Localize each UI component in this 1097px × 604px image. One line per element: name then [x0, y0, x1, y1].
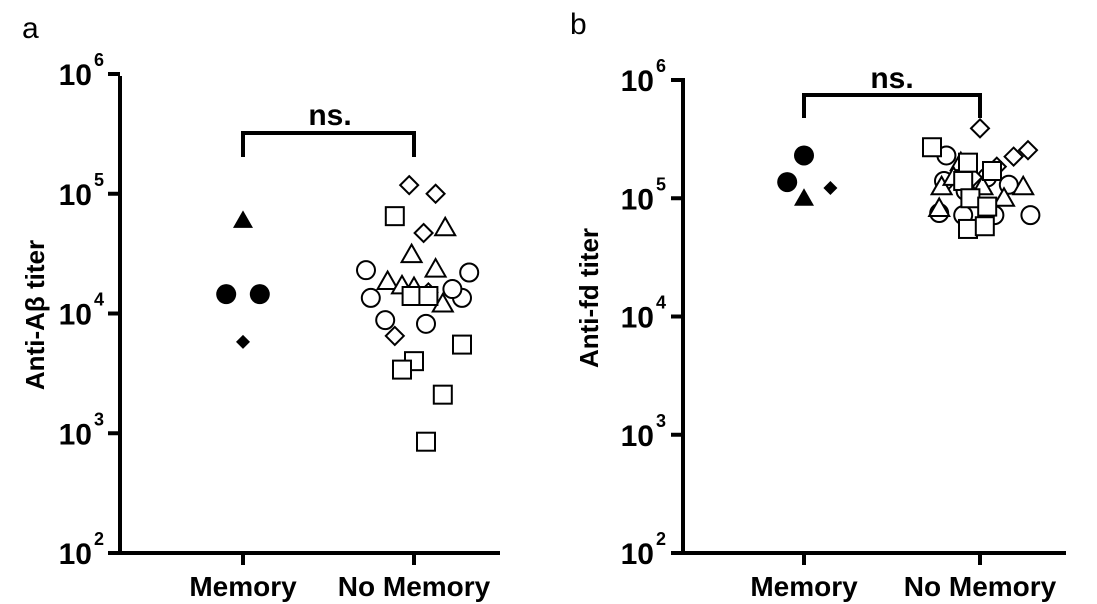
y-tick-base: 10 — [621, 65, 654, 98]
data-points — [777, 117, 1041, 239]
data-point-triangle — [399, 242, 424, 264]
y-tick-exponent: 3 — [656, 411, 666, 431]
data-point-square — [977, 196, 998, 217]
data-point-square — [401, 286, 422, 307]
data-point-square — [922, 137, 942, 158]
significance-label: ns. — [308, 99, 351, 132]
y-tick-label: 10 — [59, 59, 92, 92]
significance-label: ns. — [870, 62, 913, 95]
y-tick-exponent: 5 — [656, 174, 666, 194]
data-point-square — [974, 216, 995, 237]
data-point-diamond — [236, 334, 250, 349]
data-point-circle — [356, 260, 376, 281]
data-point-diamond — [823, 181, 838, 196]
y-tick-base: 10 — [59, 418, 92, 451]
data-point-diamond — [398, 174, 420, 196]
data-point-triangle — [992, 186, 1016, 207]
data-point-circle — [794, 145, 814, 166]
data-point-diamond — [1017, 139, 1039, 161]
bracket-line — [802, 93, 982, 118]
x-tick-label: No Memory — [904, 571, 1057, 602]
y-tick-exponent: 5 — [94, 170, 104, 190]
x-tick-labels: Memory No Memory — [189, 553, 491, 602]
data-point-circle — [216, 284, 237, 305]
data-point-square — [953, 170, 974, 191]
y-tick-label: 10 — [621, 420, 654, 453]
y-tick-base: 10 — [59, 179, 92, 212]
data-point-triangle — [927, 196, 951, 217]
y-tick-base: 10 — [59, 59, 92, 92]
data-point-diamond — [969, 117, 991, 139]
significance-bracket: ns. — [241, 99, 416, 157]
data-point-triangle — [233, 210, 253, 228]
y-tick-label: 10 — [621, 302, 654, 335]
data-point-square — [432, 384, 453, 405]
y-tick-base: 10 — [621, 420, 654, 453]
data-points — [216, 174, 480, 452]
data-point-triangle — [794, 188, 814, 206]
data-point-diamond — [425, 183, 447, 205]
data-point-circle — [1020, 205, 1041, 226]
data-point-square — [418, 286, 439, 307]
y-tick-base: 10 — [621, 302, 654, 335]
data-point-square — [960, 188, 981, 209]
y-tick-exponent: 6 — [656, 56, 666, 76]
data-point-circle — [249, 284, 270, 305]
y-tick-label: 10 — [621, 183, 654, 216]
data-point-square — [958, 152, 978, 173]
data-point-triangle — [375, 269, 400, 291]
data-point-diamond — [1003, 146, 1025, 168]
y-tick-base: 10 — [59, 299, 92, 332]
data-point-square — [384, 206, 405, 227]
y-tick-label: 10 — [59, 538, 92, 571]
y-tick-exponent: 4 — [94, 290, 104, 310]
y-tick-exponent: 2 — [656, 529, 666, 549]
data-point-square — [958, 218, 978, 239]
y-axis-label: Anti-fd titer — [574, 228, 604, 368]
y-tick-label: 10 — [59, 299, 92, 332]
y-tick-exponent: 2 — [94, 529, 104, 549]
y-tick-base: 10 — [621, 183, 654, 216]
data-point-triangle — [1011, 174, 1035, 196]
y-tick-label: 10 — [621, 65, 654, 98]
y-tick-label: 10 — [59, 179, 92, 212]
data-point-circle — [459, 262, 480, 283]
data-point-triangle — [423, 257, 448, 278]
bracket-line — [241, 131, 416, 157]
y-tick-exponent: 3 — [94, 409, 104, 429]
data-point-square — [416, 431, 436, 452]
data-point-square — [982, 160, 1002, 181]
data-point-circle — [442, 279, 463, 300]
x-tick-label: Memory — [750, 571, 858, 602]
significance-bracket: ns. — [802, 62, 982, 118]
x-tick-label: Memory — [189, 571, 297, 602]
data-point-circle — [777, 172, 798, 193]
data-point-diamond — [413, 222, 435, 244]
data-point-square — [452, 334, 472, 355]
panel-letter: b — [570, 8, 587, 41]
data-point-triangle — [433, 215, 457, 237]
data-point-circle — [360, 287, 381, 308]
data-point-circle — [375, 310, 396, 331]
y-tick-exponent: 4 — [656, 293, 666, 313]
y-tick-exponent: 6 — [94, 50, 104, 70]
data-point-circle — [416, 313, 436, 334]
panel-letter: a — [22, 12, 39, 45]
y-tick-base: 10 — [621, 538, 654, 571]
data-point-diamond — [384, 325, 406, 347]
y-tick-base: 10 — [59, 538, 92, 571]
x-tick-labels: Memory No Memory — [750, 553, 1057, 602]
y-tick-label: 10 — [59, 418, 92, 451]
x-tick-label: No Memory — [338, 571, 491, 602]
y-tick-label: 10 — [621, 538, 654, 571]
y-axis-label: Anti-Aβ titer — [20, 240, 50, 390]
data-point-square — [392, 359, 412, 380]
